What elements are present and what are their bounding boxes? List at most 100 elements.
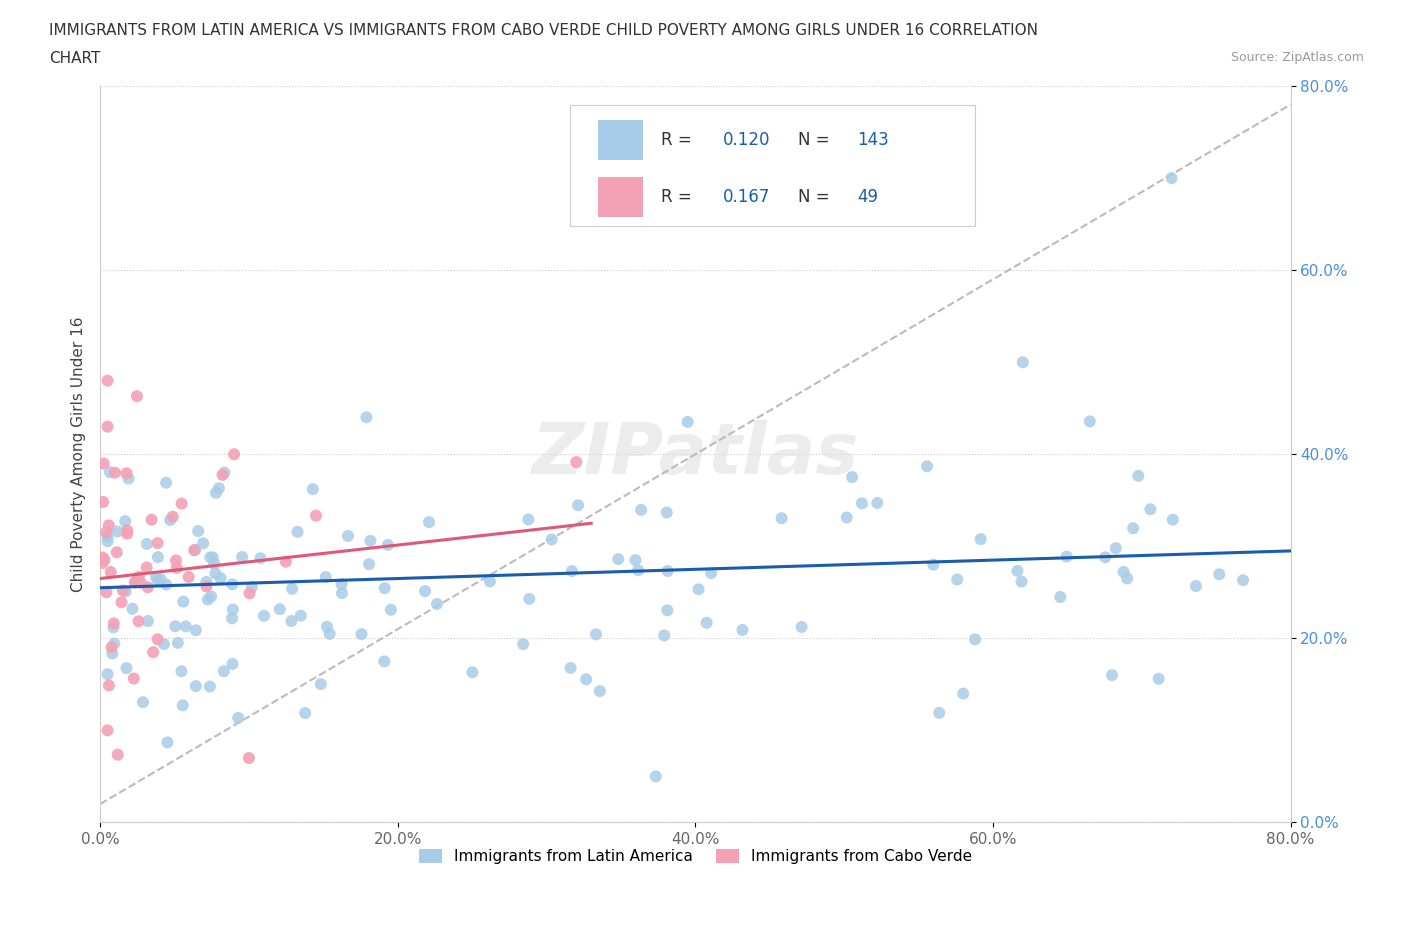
Point — [149, 572, 172, 587]
Point — [183, 543, 205, 558]
Point — [191, 536, 214, 551]
Point — [1056, 549, 1078, 564]
Point — [866, 496, 889, 511]
Point — [166, 561, 188, 576]
Text: IMMIGRANTS FROM LATIN AMERICA VS IMMIGRANTS FROM CABO VERDE CHILD POVERTY AMONG : IMMIGRANTS FROM LATIN AMERICA VS IMMIGRA… — [49, 23, 1038, 38]
Point — [97, 529, 120, 544]
Y-axis label: Child Poverty Among Girls Under 16: Child Poverty Among Girls Under 16 — [72, 316, 86, 592]
Point — [101, 646, 124, 661]
Point — [952, 686, 974, 701]
Point — [100, 565, 122, 579]
Point — [624, 552, 647, 567]
Point — [359, 534, 381, 549]
Point — [676, 415, 699, 430]
Legend: Immigrants from Latin America, Immigrants from Cabo Verde: Immigrants from Latin America, Immigrant… — [412, 843, 979, 870]
Point — [132, 695, 155, 710]
Point — [841, 470, 863, 485]
Point — [211, 468, 233, 483]
Point — [93, 456, 115, 471]
Point — [1011, 574, 1033, 589]
Point — [330, 577, 353, 591]
Point — [221, 577, 243, 591]
Point — [184, 679, 207, 694]
Point — [135, 537, 157, 551]
Point — [221, 611, 243, 626]
Text: N =: N = — [797, 131, 835, 149]
Point — [111, 583, 134, 598]
Point — [655, 505, 678, 520]
Point — [336, 528, 359, 543]
Point — [222, 602, 245, 617]
Point — [413, 584, 436, 599]
Text: ZIPatlas: ZIPatlas — [531, 419, 859, 489]
Point — [1007, 564, 1029, 578]
Point — [170, 497, 193, 512]
Point — [204, 566, 226, 581]
Point — [294, 706, 316, 721]
Point — [373, 654, 395, 669]
Text: Source: ZipAtlas.com: Source: ZipAtlas.com — [1230, 51, 1364, 64]
Point — [197, 592, 219, 607]
Point — [97, 534, 120, 549]
Point — [607, 551, 630, 566]
Point — [129, 576, 152, 591]
Point — [589, 684, 612, 698]
Point — [630, 502, 652, 517]
Point — [512, 637, 534, 652]
Point — [281, 581, 304, 596]
Point — [1160, 171, 1182, 186]
Point — [121, 602, 143, 617]
Point — [561, 564, 583, 578]
Point — [135, 560, 157, 575]
Point — [915, 458, 938, 473]
Point — [214, 465, 236, 480]
Point — [305, 509, 328, 524]
Point — [565, 455, 588, 470]
Point — [205, 485, 228, 500]
Text: R =: R = — [661, 188, 697, 206]
Point — [1094, 550, 1116, 565]
Point — [330, 586, 353, 601]
Point — [688, 582, 710, 597]
Point — [350, 627, 373, 642]
Point — [125, 389, 148, 404]
Point — [195, 575, 218, 590]
Point — [198, 679, 221, 694]
Point — [1011, 354, 1033, 369]
Point — [356, 410, 378, 425]
Point — [104, 465, 127, 480]
Point — [136, 580, 159, 595]
Text: R =: R = — [661, 131, 697, 149]
Point — [222, 446, 245, 461]
Point — [165, 553, 187, 568]
Point — [128, 614, 150, 629]
Point — [165, 618, 187, 633]
Point — [627, 563, 650, 578]
Point — [1147, 671, 1170, 686]
Point — [110, 595, 132, 610]
Point — [202, 556, 225, 571]
Point — [170, 664, 193, 679]
Point — [540, 532, 562, 547]
Point — [97, 419, 120, 434]
Point — [969, 532, 991, 547]
Point — [652, 628, 675, 643]
Point — [98, 465, 121, 480]
Point — [184, 542, 207, 557]
Point — [172, 698, 194, 712]
Point — [136, 614, 159, 629]
Text: 49: 49 — [858, 188, 879, 206]
Point — [107, 524, 129, 538]
Point — [162, 510, 184, 525]
Point — [575, 671, 598, 686]
Point — [146, 573, 169, 588]
Point — [124, 575, 146, 590]
Point — [117, 523, 139, 538]
Point — [461, 665, 484, 680]
Point — [146, 631, 169, 646]
Point — [309, 677, 332, 692]
Point — [91, 551, 114, 565]
Point — [835, 511, 858, 525]
Point — [790, 619, 813, 634]
Point — [274, 554, 297, 569]
